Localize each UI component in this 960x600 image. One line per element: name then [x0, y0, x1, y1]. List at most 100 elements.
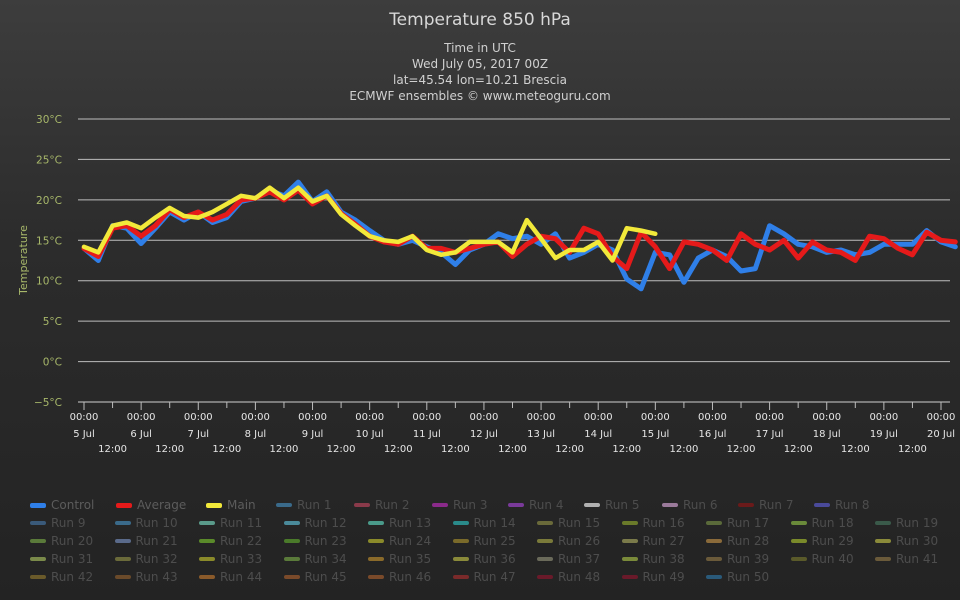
legend-item[interactable]: Run 28: [706, 533, 769, 549]
legend-item[interactable]: Run 30: [875, 533, 938, 549]
x-tick-time-label: 00:00: [927, 412, 956, 423]
legend-item[interactable]: Run 50: [706, 569, 769, 585]
legend-item[interactable]: Run 22: [199, 533, 262, 549]
grid-lines: [78, 118, 950, 403]
legend-item[interactable]: Run 9: [30, 515, 85, 531]
legend-label: Run 31: [51, 552, 94, 566]
legend-item[interactable]: Run 40: [790, 551, 854, 567]
legend-label: Run 14: [473, 516, 516, 530]
x-tick-date-label: 13 Jul: [527, 429, 555, 440]
legend-item[interactable]: Run 17: [706, 515, 769, 531]
legend-item[interactable]: Run 35: [368, 551, 431, 567]
legend-item[interactable]: Run 13: [368, 515, 431, 531]
legend-item[interactable]: Run 47: [452, 569, 516, 585]
legend-label: Run 29: [811, 534, 854, 548]
legend-item[interactable]: Run 3: [432, 497, 487, 513]
legend-item[interactable]: Run 16: [621, 515, 685, 531]
legend-item[interactable]: Run 46: [368, 569, 431, 585]
legend-swatch: [368, 557, 384, 561]
legend-swatch: [116, 502, 132, 508]
legend-item[interactable]: Run 6: [662, 497, 717, 513]
legend-item[interactable]: Run 45: [283, 569, 347, 585]
y-tick-label: 0°C: [43, 357, 62, 369]
legend-label: Run 8: [835, 498, 870, 512]
x-tick-noon-label: 12:00: [612, 444, 641, 455]
legend-label: Run 7: [759, 498, 794, 512]
legend-item[interactable]: Run 5: [584, 497, 639, 513]
legend-item[interactable]: Run 14: [452, 515, 516, 531]
legend-item[interactable]: Run 31: [30, 551, 93, 567]
legend-item[interactable]: Run 21: [114, 533, 178, 549]
legend-swatch: [790, 557, 807, 561]
legend-item[interactable]: Run 2: [354, 497, 409, 513]
legend-item[interactable]: Run 11: [199, 515, 262, 531]
x-tick-noon-label: 12:00: [784, 444, 813, 455]
legend-item[interactable]: Run 7: [738, 497, 793, 513]
legend-item[interactable]: Run 41: [875, 551, 938, 567]
legend-item[interactable]: Run 25: [452, 533, 516, 549]
legend-label: Run 16: [642, 516, 685, 530]
legend-item[interactable]: Control: [30, 497, 94, 513]
x-axis-ticks: 00:00 5 Jul 00:00 6 Jul 00:00 7 Jul 00:00 8 Jul…: [70, 402, 956, 455]
legend-item[interactable]: Run 20: [30, 533, 93, 549]
legend-label: Run 6: [683, 498, 718, 512]
chart-subtitle-line-1: Time in UTC: [443, 41, 516, 55]
legend-item[interactable]: Main: [206, 497, 256, 513]
legend-item[interactable]: Run 34: [283, 551, 347, 567]
legend-item[interactable]: Run 18: [790, 515, 854, 531]
legend-item[interactable]: Run 23: [283, 533, 347, 549]
legend-item[interactable]: Run 39: [706, 551, 769, 567]
legend-swatch: [621, 575, 638, 579]
legend-label: Run 40: [811, 552, 854, 566]
series-line-main: [81, 185, 658, 263]
x-tick-date-label: 7 Jul: [187, 429, 209, 440]
series-lines: [81, 179, 958, 292]
legend-swatch: [508, 503, 524, 507]
legend-label: Run 22: [220, 534, 263, 548]
x-tick-time-label: 00:00: [527, 412, 556, 423]
x-tick-time-label: 00:00: [584, 412, 613, 423]
legend-item[interactable]: Run 48: [537, 569, 600, 585]
legend-item[interactable]: Run 49: [621, 569, 685, 585]
legend-label: Run 15: [558, 516, 601, 530]
legend-item[interactable]: Run 26: [537, 533, 600, 549]
legend-label: Run 12: [304, 516, 347, 530]
legend-swatch: [452, 557, 469, 561]
legend-item[interactable]: Run 10: [114, 515, 178, 531]
legend-item[interactable]: Run 4: [508, 497, 563, 513]
chart-subtitle-line-4: ECMWF ensembles © www.meteoguru.com: [349, 89, 610, 103]
legend-swatch: [875, 539, 891, 543]
legend-label: Run 13: [389, 516, 432, 530]
legend-item[interactable]: Run 15: [537, 515, 600, 531]
legend-label: Run 26: [558, 534, 601, 548]
legend-label: Run 30: [896, 534, 939, 548]
legend-label: Run 3: [453, 498, 488, 512]
legend-swatch: [537, 521, 553, 525]
legend-item[interactable]: Run 29: [790, 533, 854, 549]
x-tick-time-label: 00:00: [470, 412, 499, 423]
legend-swatch: [537, 539, 553, 543]
legend-item[interactable]: Run 42: [30, 569, 93, 585]
legend-label: Run 46: [389, 570, 432, 584]
legend-label: Run 4: [529, 498, 564, 512]
legend-item[interactable]: Run 37: [537, 551, 600, 567]
legend-item[interactable]: Run 43: [114, 569, 178, 585]
legend-swatch: [114, 521, 131, 525]
legend-swatch: [368, 575, 384, 579]
legend-item[interactable]: Run 32: [114, 551, 178, 567]
legend-item[interactable]: Run 19: [875, 515, 938, 531]
legend-item[interactable]: Run 27: [621, 533, 685, 549]
legend-item[interactable]: Run 12: [283, 515, 347, 531]
legend-swatch: [114, 539, 131, 543]
legend-label: Run 33: [220, 552, 263, 566]
legend-item[interactable]: Run 8: [814, 497, 869, 513]
legend-label: Run 11: [220, 516, 263, 530]
legend-item[interactable]: Run 33: [199, 551, 262, 567]
legend-item[interactable]: Run 1: [276, 497, 331, 513]
legend-item[interactable]: Run 36: [452, 551, 516, 567]
legend-item[interactable]: Run 44: [199, 569, 262, 585]
legend-item[interactable]: Average: [116, 497, 186, 513]
legend-item[interactable]: Run 24: [368, 533, 431, 549]
legend-item[interactable]: Run 38: [621, 551, 685, 567]
